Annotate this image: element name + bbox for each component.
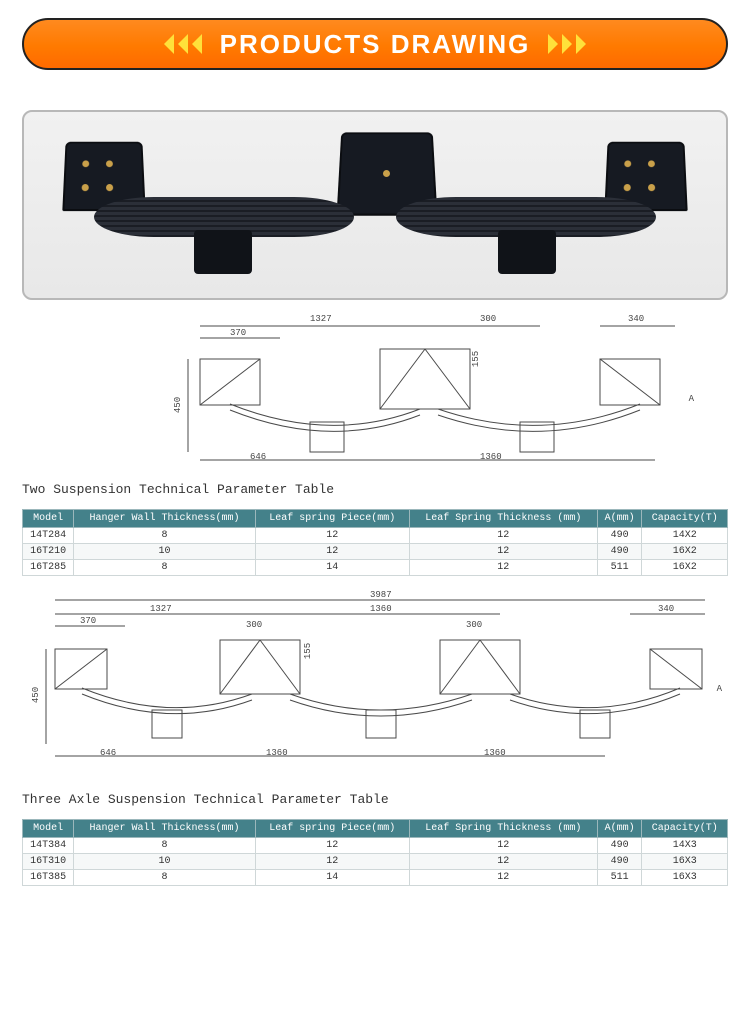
dim: 300 xyxy=(466,620,482,630)
col-header: A(mm) xyxy=(597,510,641,528)
table-two-wrap: Model Hanger Wall Thickness(mm) Leaf spr… xyxy=(0,503,750,590)
cell: 511 xyxy=(597,870,641,886)
cell: 14 xyxy=(255,560,409,576)
cell: 12 xyxy=(409,528,597,544)
dim: 155 xyxy=(303,643,313,659)
col-header: Model xyxy=(23,510,74,528)
table-three: Model Hanger Wall Thickness(mm) Leaf spr… xyxy=(22,819,728,886)
dim-a-label: A xyxy=(689,394,694,404)
table-two-title: Two Suspension Technical Parameter Table xyxy=(0,474,750,503)
table-row: 14T2848121249014X2 xyxy=(23,528,728,544)
col-header: Capacity(T) xyxy=(642,510,728,528)
col-header: Leaf spring Piece(mm) xyxy=(255,820,409,838)
dim: 1327 xyxy=(150,604,172,614)
cell: 12 xyxy=(255,838,409,854)
dim: 450 xyxy=(31,687,41,703)
cell: 511 xyxy=(597,560,641,576)
product-photo-wrap xyxy=(0,70,750,310)
cell: 12 xyxy=(409,870,597,886)
cell: 490 xyxy=(597,528,641,544)
dim: 1360 xyxy=(484,748,506,758)
dim: 1360 xyxy=(370,604,392,614)
dim: 1360 xyxy=(480,452,502,462)
table-row: 16T31010121249016X3 xyxy=(23,854,728,870)
col-header: A(mm) xyxy=(597,820,641,838)
col-header: Leaf Spring Thickness (mm) xyxy=(409,820,597,838)
cell: 8 xyxy=(74,870,255,886)
cell: 12 xyxy=(409,854,597,870)
dim: 370 xyxy=(80,616,96,626)
cell: 12 xyxy=(255,854,409,870)
col-header: Hanger Wall Thickness(mm) xyxy=(74,510,255,528)
product-photo xyxy=(22,110,728,300)
dim: 370 xyxy=(230,328,246,338)
dim: 300 xyxy=(480,314,496,324)
cell: 16X2 xyxy=(642,544,728,560)
col-header: Hanger Wall Thickness(mm) xyxy=(74,820,255,838)
dim: 646 xyxy=(100,748,116,758)
cell: 8 xyxy=(74,528,255,544)
three-axle-drawing: 3987 1327 1360 340 370 300 300 155 450 6… xyxy=(40,594,720,764)
cell: 16X2 xyxy=(642,560,728,576)
table-row: 16T2858141251116X2 xyxy=(23,560,728,576)
table-row: 16T3858141251116X3 xyxy=(23,870,728,886)
col-header: Leaf spring Piece(mm) xyxy=(255,510,409,528)
cell: 490 xyxy=(597,838,641,854)
table-row: 14T3848121249014X3 xyxy=(23,838,728,854)
chevron-right-icon xyxy=(544,32,600,56)
dim: 3987 xyxy=(370,590,392,600)
col-header: Leaf Spring Thickness (mm) xyxy=(409,510,597,528)
cell: 8 xyxy=(74,838,255,854)
cell: 16X3 xyxy=(642,870,728,886)
dim: 1327 xyxy=(310,314,332,324)
banner-container: PRODUCTS DRAWING xyxy=(0,0,750,70)
table-three-wrap: Model Hanger Wall Thickness(mm) Leaf spr… xyxy=(0,813,750,900)
cell: 12 xyxy=(255,544,409,560)
cell: 10 xyxy=(74,854,255,870)
dim-a-label: A xyxy=(717,684,722,694)
dim: 340 xyxy=(658,604,674,614)
dim: 300 xyxy=(246,620,262,630)
table-three-title: Three Axle Suspension Technical Paramete… xyxy=(0,774,750,813)
cell: 12 xyxy=(409,838,597,854)
dim: 646 xyxy=(250,452,266,462)
cell: 14X2 xyxy=(642,528,728,544)
cell: 12 xyxy=(409,560,597,576)
cell: 16T210 xyxy=(23,544,74,560)
cell: 490 xyxy=(597,544,641,560)
cell: 14 xyxy=(255,870,409,886)
cell: 12 xyxy=(255,528,409,544)
table-row: 16T21010121249016X2 xyxy=(23,544,728,560)
col-header: Model xyxy=(23,820,74,838)
cell: 12 xyxy=(409,544,597,560)
table-two: Model Hanger Wall Thickness(mm) Leaf spr… xyxy=(22,509,728,576)
dim: 340 xyxy=(628,314,644,324)
cell: 16T285 xyxy=(23,560,74,576)
cell: 490 xyxy=(597,854,641,870)
cell: 14T284 xyxy=(23,528,74,544)
banner: PRODUCTS DRAWING xyxy=(22,18,728,70)
cell: 14X3 xyxy=(642,838,728,854)
cell: 8 xyxy=(74,560,255,576)
col-header: Capacity(T) xyxy=(642,820,728,838)
cell: 10 xyxy=(74,544,255,560)
dim: 155 xyxy=(471,351,481,367)
dim: 450 xyxy=(173,397,183,413)
chevron-left-icon xyxy=(150,32,206,56)
cell: 16T385 xyxy=(23,870,74,886)
cell: 16X3 xyxy=(642,854,728,870)
dim: 1360 xyxy=(266,748,288,758)
banner-title: PRODUCTS DRAWING xyxy=(220,29,531,60)
two-axle-drawing: 1327 300 340 370 450 155 646 1360 A xyxy=(180,314,680,464)
cell: 14T384 xyxy=(23,838,74,854)
cell: 16T310 xyxy=(23,854,74,870)
